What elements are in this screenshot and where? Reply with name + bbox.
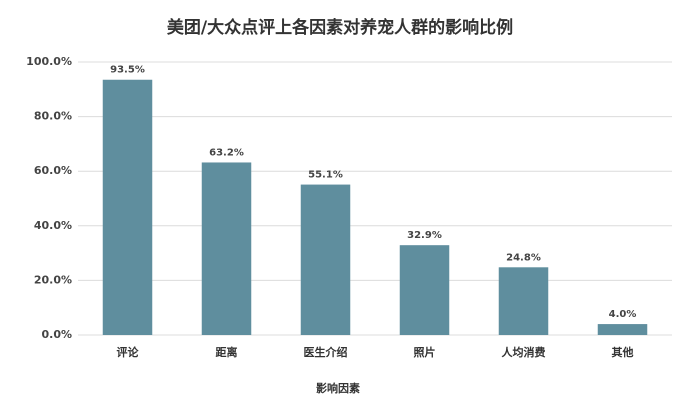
y-tick-label: 0.0% [41,328,72,341]
bar [201,162,252,335]
y-tick-label: 20.0% [34,273,72,286]
value-label: 55.1% [308,170,343,181]
value-label: 24.8% [506,252,541,263]
bar [102,79,153,336]
value-label: 4.0% [609,309,637,320]
bar [597,324,648,335]
y-tick-label: 80.0% [34,110,72,123]
y-tick-label: 60.0% [34,164,72,177]
x-tick-label: 医生介绍 [304,345,348,359]
y-tick-label: 100.0% [26,55,72,68]
value-label: 32.9% [407,230,442,241]
x-tick-label: 距离 [216,345,238,359]
x-tick-label: 评论 [117,345,140,359]
x-tick-label: 其他 [612,345,634,359]
chart-title: 美团/大众点评上各因素对养宠人群的影响比例 [167,17,513,38]
x-tick-label: 人均消费 [502,345,546,359]
x-axis-label: 影响因素 [316,381,360,395]
bar [300,184,351,335]
bar [498,267,549,335]
bar [399,245,450,335]
y-tick-label: 40.0% [34,219,72,232]
value-label: 63.2% [209,147,244,158]
value-label: 93.5% [110,65,145,76]
x-tick-label: 照片 [414,345,436,359]
